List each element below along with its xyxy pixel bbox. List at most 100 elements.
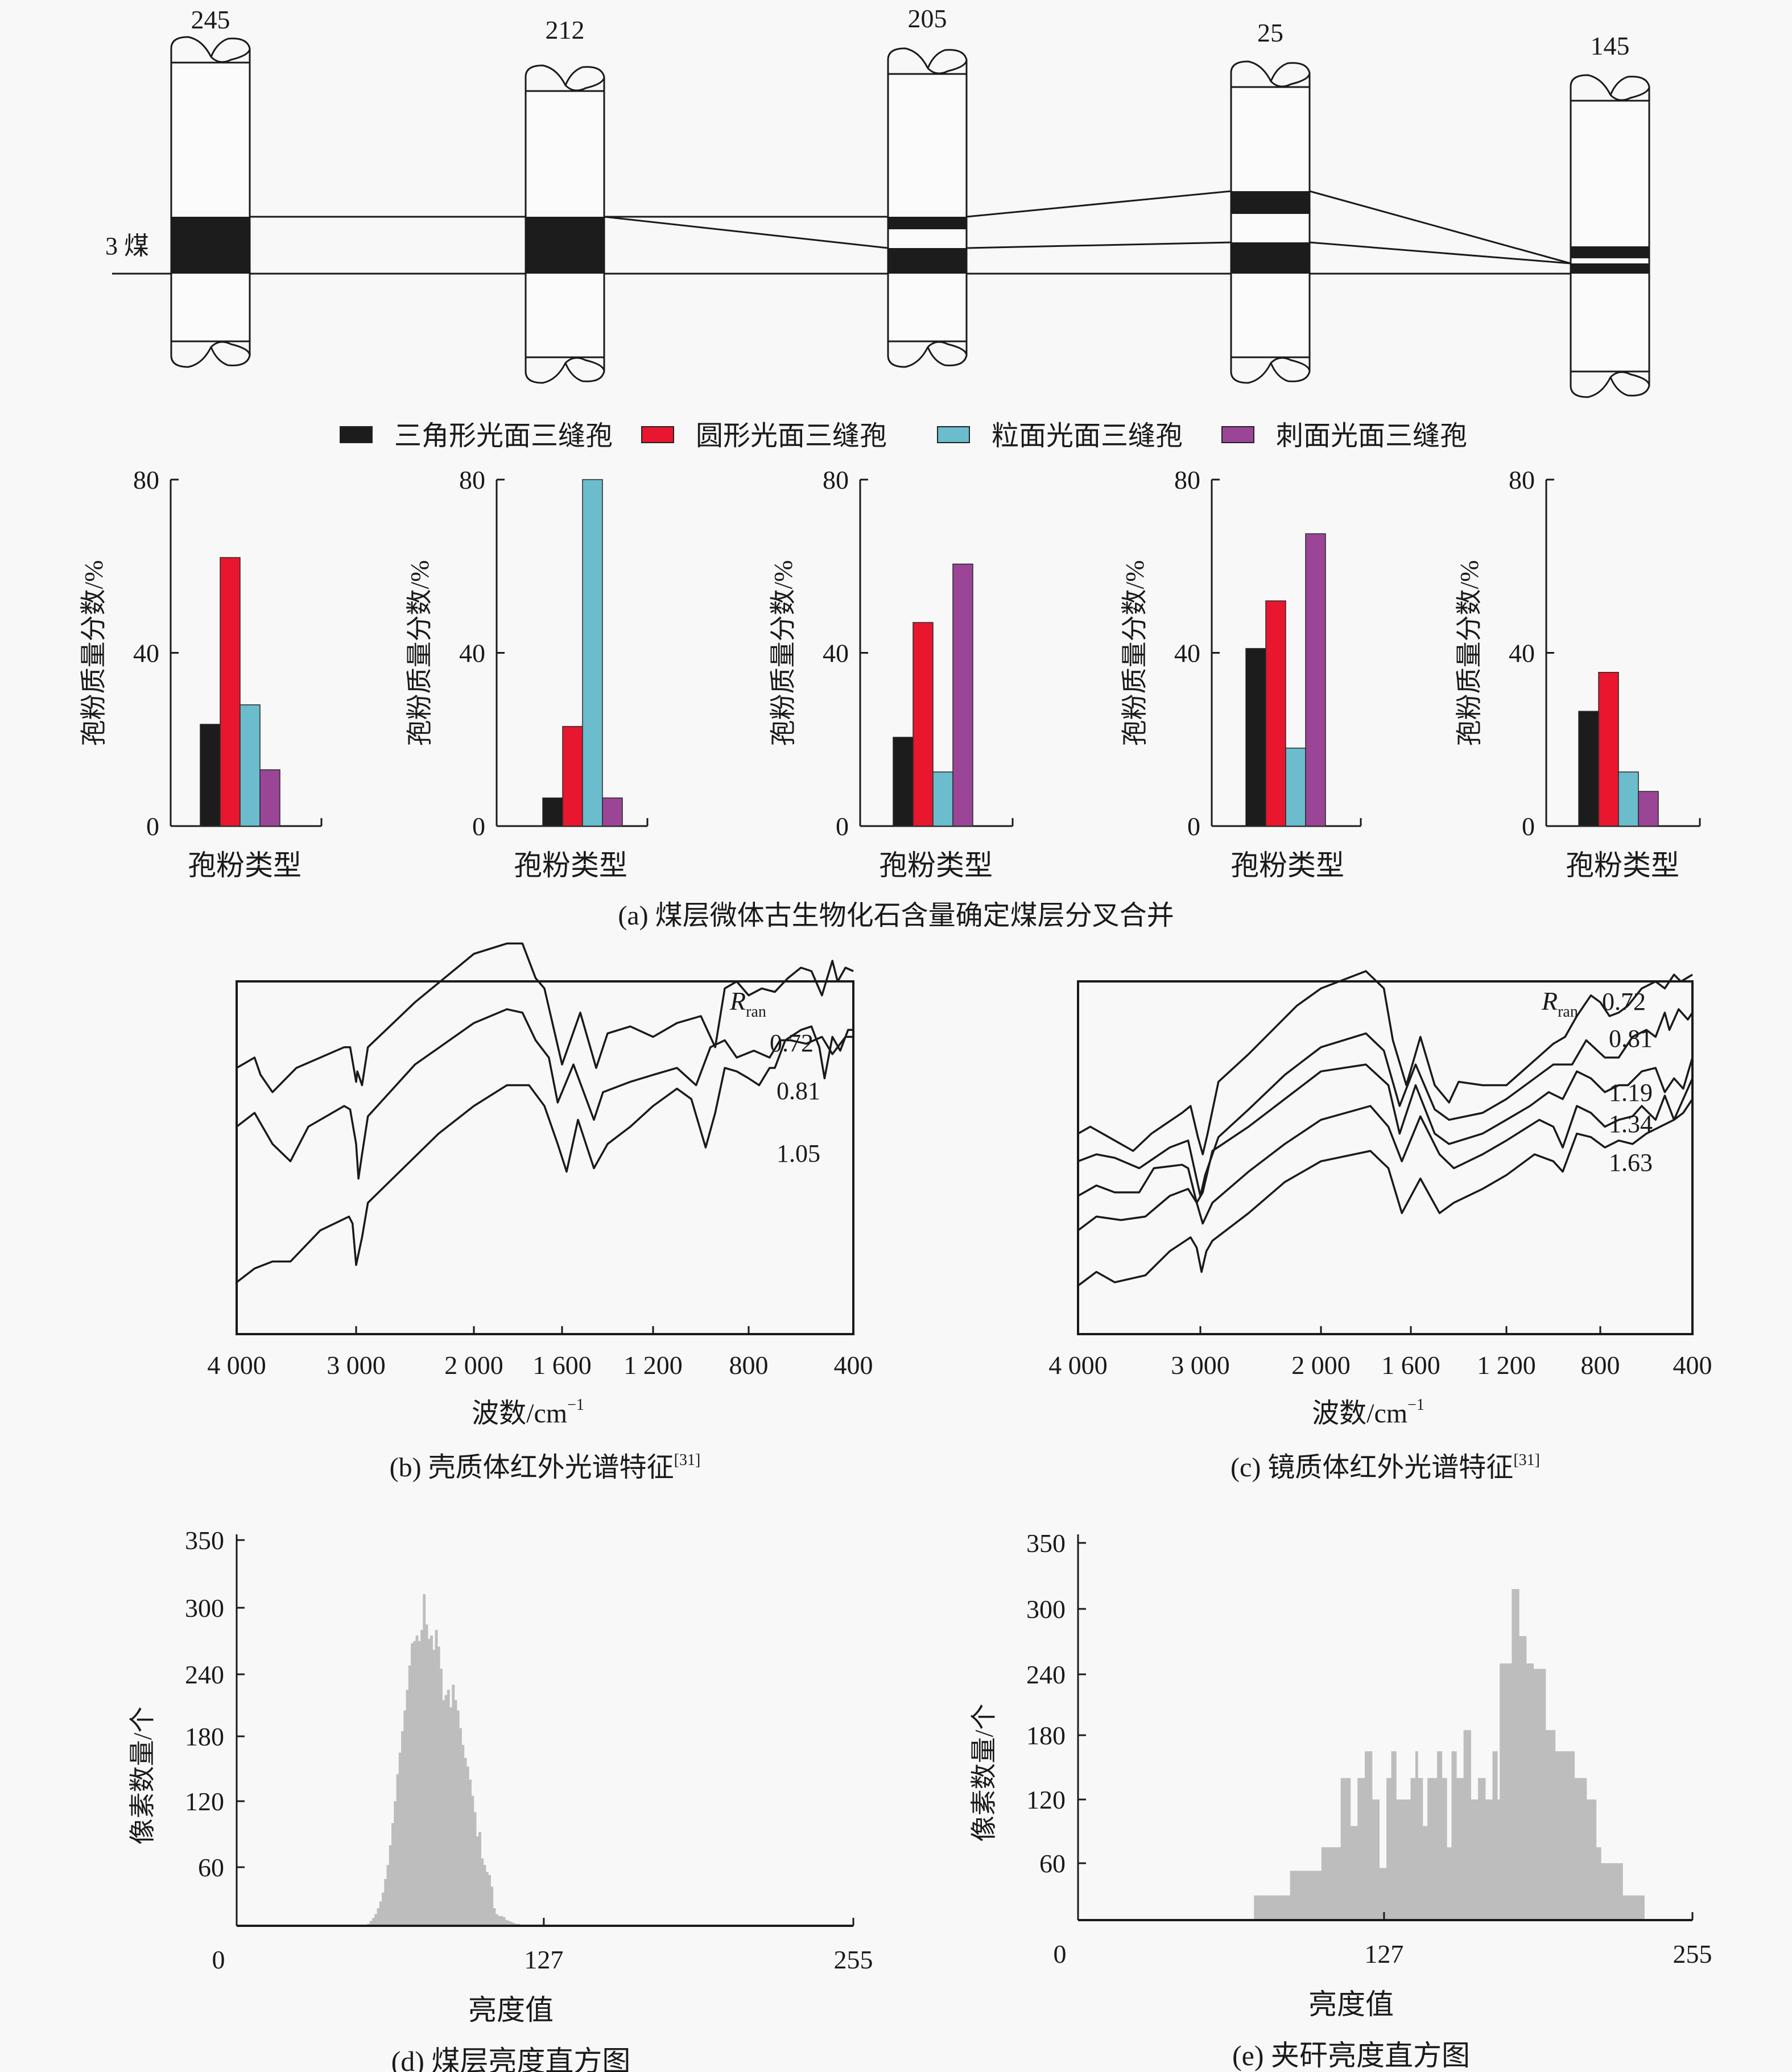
histogram-bar <box>488 1875 491 1926</box>
caption-reference: [31] <box>1513 1451 1540 1469</box>
x-axis-title-sup: −1 <box>567 1396 584 1414</box>
histogram-bar <box>1261 1895 1264 1920</box>
bar <box>220 557 241 827</box>
histogram-bar <box>1319 1871 1322 1920</box>
histogram-bar <box>432 1650 436 1926</box>
histogram-bar <box>512 1922 515 1926</box>
x-tick-label: 400 <box>1673 1351 1712 1380</box>
histogram-bar <box>481 1858 484 1926</box>
histogram-bar <box>1410 1778 1414 1920</box>
bar <box>1578 711 1599 827</box>
borehole-id: 145 <box>1591 31 1630 60</box>
histogram-bar <box>401 1731 404 1926</box>
spore-legend: 三角形光面三缝孢 圆形光面三缝孢 粒面光面三缝孢 刺面光面三缝孢 <box>340 421 1467 451</box>
histogram-bar <box>1637 1895 1640 1920</box>
bar <box>932 771 953 827</box>
histogram-bar <box>454 1700 457 1926</box>
histogram-bar <box>1406 1799 1409 1920</box>
histogram-bar <box>1396 1799 1399 1920</box>
spectrum-line <box>1077 1098 1694 1287</box>
histogram-bar <box>1555 1751 1558 1920</box>
histogram-bar <box>1299 1871 1303 1920</box>
plot-frame <box>236 980 854 1335</box>
break-symbol-icon <box>1570 371 1650 398</box>
histogram-bar <box>1615 1863 1618 1920</box>
histogram-bar <box>369 1921 373 1926</box>
bar <box>200 724 221 827</box>
bar <box>912 622 934 827</box>
histogram-bar <box>1547 1730 1551 1920</box>
histogram-bar <box>1504 1663 1508 1920</box>
histogram-bar <box>372 1918 375 1926</box>
histogram-bar <box>1465 1730 1469 1920</box>
series-label: 1.05 <box>777 1140 820 1167</box>
histogram-bar <box>1449 1847 1452 1920</box>
y-tick-label: 80 <box>1174 465 1200 494</box>
histogram-bar <box>1427 1778 1430 1920</box>
histogram-bar <box>495 1914 498 1926</box>
y-tick-label: 40 <box>133 639 159 668</box>
spectrum-line <box>1077 1008 1694 1197</box>
histogram-bar <box>1374 1799 1377 1920</box>
histogram-bar <box>478 1832 481 1926</box>
bar-chart: 0 40 80 孢粉类型 孢粉质量分数/% <box>1120 465 1362 881</box>
histogram-bar <box>1343 1778 1346 1920</box>
histogram-bar <box>1377 1799 1380 1920</box>
y-tick-label: 40 <box>823 639 849 668</box>
histogram-bar <box>466 1766 469 1926</box>
borehole-body <box>170 61 251 342</box>
histogram-bar <box>1386 1778 1389 1920</box>
histogram-bar <box>1292 1871 1295 1920</box>
borehole-id: 212 <box>546 15 585 44</box>
histogram-bar <box>1270 1895 1274 1920</box>
histogram-bar <box>415 1635 419 1926</box>
ir-chart-exinite: 4 000 3 000 2 000 1 600 1 200 800 400 波数/cm−1 0.… <box>207 942 873 1483</box>
histogram-bar <box>1331 1847 1334 1920</box>
histogram-bar <box>1324 1847 1327 1920</box>
x-tick-label: 4 000 <box>1048 1351 1108 1380</box>
histogram-bar <box>403 1710 407 1926</box>
y-tick-label: 240 <box>185 1660 224 1689</box>
histogram-bar <box>398 1752 402 1926</box>
histogram-bar <box>1617 1863 1621 1920</box>
plot-frame <box>1077 980 1694 1335</box>
histogram-bar <box>1490 1799 1493 1920</box>
histogram-bar <box>430 1635 433 1926</box>
histogram-bar <box>1608 1863 1611 1920</box>
y-tick-label: 80 <box>1509 465 1535 494</box>
bar <box>542 797 563 827</box>
spectrum-line <box>236 1008 853 1180</box>
histogram-bar <box>1514 1589 1517 1920</box>
histogram-bar <box>379 1901 382 1926</box>
y-tick-label: 40 <box>1509 639 1535 668</box>
y-tick-label: 40 <box>459 639 485 668</box>
histogram-bar <box>1459 1778 1462 1920</box>
panel-a-caption: (a) 煤层微体古生物化石含量确定煤层分叉合并 <box>618 901 1174 931</box>
y-tick-label: 0 <box>146 812 159 841</box>
histogram-bar <box>449 1707 452 1926</box>
histogram-bar <box>1570 1751 1572 1920</box>
histogram-bar <box>1372 1799 1375 1920</box>
correlation-line <box>1309 190 1571 265</box>
borehole-correlation-diagram: 245 212 205 25 145 <box>112 4 1650 398</box>
x-axis-title: 孢粉类型 <box>1566 849 1679 881</box>
coal-band <box>1571 246 1649 258</box>
histogram-bar <box>490 1887 494 1926</box>
y-tick-label: 300 <box>1026 1595 1066 1624</box>
panel-caption: (b) 壳质体红外光谱特征[31] <box>390 1451 701 1483</box>
y-axis-title: 孢粉质量分数/% <box>1455 560 1484 746</box>
histogram-bar <box>493 1908 496 1926</box>
histogram-bar <box>1401 1799 1404 1920</box>
histogram-bar <box>1557 1751 1560 1920</box>
histogram-bar <box>396 1774 399 1926</box>
y-tick-label: 0 <box>1522 812 1535 841</box>
histogram-parting: 60 120 180 240 300 350 0 127 255 亮度值 像素数量/个 (e) 夹矸亮… <box>969 1529 1712 2071</box>
bar-chart: 0 40 80 孢粉类型 孢粉质量分数/% <box>79 465 323 881</box>
spectrum-line <box>236 942 854 1093</box>
bar-chart: 0 40 80 孢粉类型 孢粉质量分数/% <box>769 465 1014 881</box>
legend-item: 刺面光面三缝孢 <box>1221 421 1467 451</box>
borehole-column: 205 <box>887 4 968 368</box>
histogram-bar <box>427 1638 431 1926</box>
histogram-bar <box>1564 1751 1568 1920</box>
histogram-bar <box>1550 1730 1553 1920</box>
